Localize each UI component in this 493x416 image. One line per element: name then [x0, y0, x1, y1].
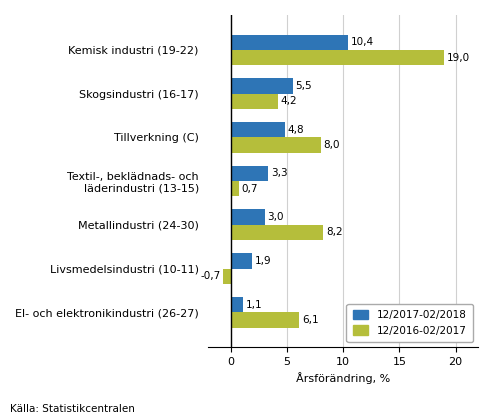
- Text: 5,5: 5,5: [295, 81, 312, 91]
- Bar: [231, 225, 323, 240]
- Text: 8,2: 8,2: [326, 228, 343, 238]
- Legend: 12/2017-02/2018, 12/2016-02/2017: 12/2017-02/2018, 12/2016-02/2017: [347, 304, 473, 342]
- Text: 19,0: 19,0: [447, 52, 470, 63]
- Bar: [231, 137, 321, 153]
- Bar: [231, 166, 268, 181]
- Text: -0,7: -0,7: [200, 271, 220, 281]
- Bar: [231, 50, 444, 65]
- Text: 3,3: 3,3: [271, 168, 287, 178]
- Bar: [223, 268, 231, 284]
- Bar: [231, 78, 293, 94]
- Text: 4,8: 4,8: [287, 125, 304, 135]
- Bar: [231, 122, 285, 137]
- Text: 0,7: 0,7: [242, 184, 258, 194]
- Text: Källa: Statistikcentralen: Källa: Statistikcentralen: [10, 404, 135, 414]
- Text: 1,1: 1,1: [246, 300, 263, 310]
- Text: 6,1: 6,1: [302, 315, 319, 325]
- Bar: [231, 297, 243, 312]
- Text: 10,4: 10,4: [351, 37, 374, 47]
- Text: 4,2: 4,2: [281, 97, 298, 106]
- Bar: [231, 94, 278, 109]
- Text: 1,9: 1,9: [255, 256, 272, 266]
- Bar: [231, 35, 348, 50]
- Bar: [231, 253, 252, 268]
- Bar: [231, 181, 239, 196]
- Text: 3,0: 3,0: [267, 212, 284, 222]
- Text: 8,0: 8,0: [323, 140, 340, 150]
- Bar: [231, 210, 265, 225]
- Bar: [231, 312, 299, 327]
- X-axis label: Årsförändring, %: Årsförändring, %: [296, 372, 390, 384]
